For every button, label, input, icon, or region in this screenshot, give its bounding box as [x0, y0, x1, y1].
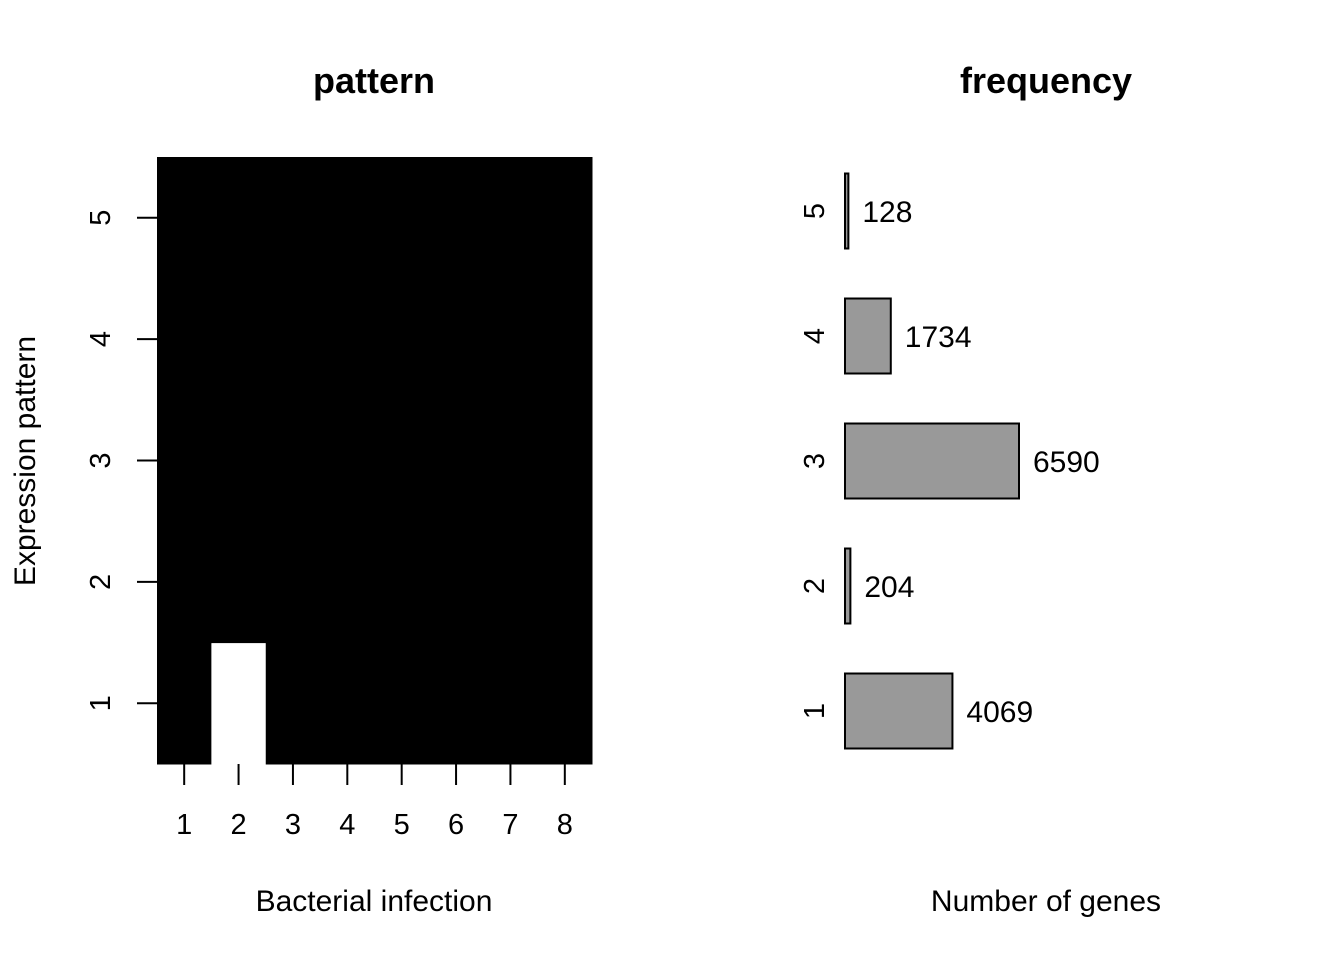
heatmap-cell [211, 278, 267, 401]
frequency-x-axis-label: Number of genes [931, 885, 1161, 918]
heatmap-cell [157, 278, 212, 401]
heatmap-title: pattern [313, 60, 435, 101]
heatmap-cell [537, 157, 593, 279]
heatmap-cell [320, 399, 375, 522]
y-tick-label: 1 [85, 695, 117, 711]
frequency-panel: frequency 4069 204 6590 1734 128 1 2 3 4 5 Numbe… [799, 60, 1161, 918]
heatmap-x-axis-label: Bacterial infection [256, 885, 493, 918]
heatmap-cell [265, 157, 321, 279]
heatmap-cell [483, 521, 539, 644]
heatmap-cell [537, 521, 593, 644]
heatmap-cell [483, 278, 539, 401]
heatmap-cell [320, 642, 375, 765]
heatmap-cell [537, 642, 593, 765]
heatmap-cell [211, 399, 267, 522]
heatmap-cell [157, 521, 212, 644]
heatmap-cell [320, 157, 375, 279]
heatmap-cell [428, 157, 484, 279]
heatmap-cell [320, 521, 375, 644]
frequency-title: frequency [960, 60, 1132, 101]
heatmap-cell [265, 399, 321, 522]
heatmap-cell [483, 642, 539, 765]
heatmap-cell [483, 399, 539, 522]
frequency-bar-labels: 4069 204 6590 1734 128 [862, 196, 1099, 729]
x-tick-label: 8 [557, 809, 573, 841]
bar [844, 422, 1020, 500]
x-tick-label: 1 [176, 809, 192, 841]
bar [844, 547, 852, 625]
bar-category-label: 4 [799, 328, 831, 344]
heatmap-cell [211, 642, 267, 765]
bar-value-label: 1734 [905, 321, 972, 354]
heatmap-cell [537, 278, 593, 401]
y-tick-label: 5 [85, 210, 117, 226]
bar [844, 297, 892, 375]
heatmap-cell [428, 278, 484, 401]
bar-category-label: 5 [799, 203, 831, 219]
y-tick-label: 2 [85, 574, 117, 590]
x-tick-label: 7 [502, 809, 518, 841]
heatmap-cell [428, 521, 484, 644]
x-tick-label: 3 [285, 809, 301, 841]
bar-category-label: 1 [799, 703, 831, 719]
heatmap-cell [483, 157, 539, 279]
bar-category-label: 2 [799, 578, 831, 594]
heatmap-cell [374, 157, 430, 279]
y-tick-label: 4 [85, 331, 117, 347]
heatmap-cell [265, 278, 321, 401]
heatmap-y-axis-label: Expression pattern [9, 336, 42, 586]
bar-value-label: 204 [864, 571, 914, 604]
heatmap-cell [537, 399, 593, 522]
heatmap-cell [211, 157, 267, 279]
bar-value-label: 128 [862, 196, 912, 229]
x-tick-label: 2 [230, 809, 246, 841]
bar-value-label: 6590 [1033, 446, 1100, 479]
bar-category-label: 3 [799, 453, 831, 469]
heatmap-cell [428, 399, 484, 522]
heatmap-cell [374, 278, 430, 401]
heatmap-cell [265, 521, 321, 644]
heatmap-cell [374, 642, 430, 765]
heatmap-cell [265, 642, 321, 765]
heatmap-cell [157, 642, 212, 765]
frequency-bars [844, 172, 1020, 750]
bar [844, 172, 850, 250]
heatmap-cell [320, 278, 375, 401]
heatmap-panel: pattern 1 2 3 4 5 6 7 8 1 2 3 4 5 Bacterial infecti… [9, 60, 593, 918]
heatmap-cells [157, 157, 593, 765]
frequency-y-axis: 1 2 3 4 5 [799, 203, 831, 719]
heatmap-cell [428, 642, 484, 765]
heatmap-cell [374, 399, 430, 522]
heatmap-cell [211, 521, 267, 644]
heatmap-y-axis: 1 2 3 4 5 [85, 210, 157, 711]
heatmap-cell [157, 399, 212, 522]
bar-value-label: 4069 [966, 696, 1033, 729]
heatmap-x-axis: 1 2 3 4 5 6 7 8 [176, 764, 573, 841]
x-tick-label: 4 [339, 809, 355, 841]
x-tick-label: 5 [394, 809, 410, 841]
x-tick-label: 6 [448, 809, 464, 841]
heatmap-cell [374, 521, 430, 644]
heatmap-cell [157, 157, 212, 279]
y-tick-label: 3 [85, 452, 117, 468]
bar [844, 672, 954, 750]
